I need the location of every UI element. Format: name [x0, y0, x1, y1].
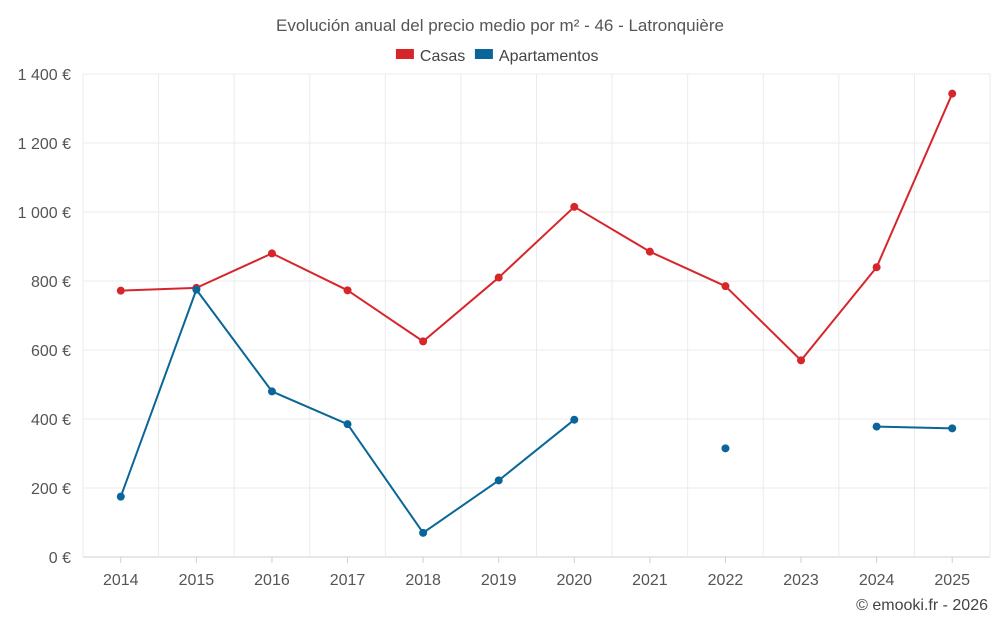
x-tick-label: 2018: [405, 572, 441, 589]
data-point-casas[interactable]: [645, 247, 654, 256]
data-point-casas[interactable]: [721, 282, 730, 291]
x-tick-label: 2021: [632, 572, 668, 589]
data-point-apartamentos[interactable]: [419, 528, 428, 537]
x-tick-label: 2016: [254, 572, 290, 589]
x-tick-label: 2017: [330, 572, 366, 589]
series-line-apartamentos: [119, 288, 575, 534]
data-point-apartamentos[interactable]: [343, 420, 352, 429]
y-tick-label: 1 200 €: [18, 136, 71, 153]
data-point-casas[interactable]: [419, 337, 428, 346]
gridlines: [82, 73, 991, 558]
y-tick-label: 400 €: [31, 412, 71, 429]
x-tick-label: 2023: [783, 572, 819, 589]
chart-title: Evolución anual del precio medio por m² …: [276, 16, 724, 35]
y-tick-label: 0 €: [49, 550, 71, 567]
y-tick-label: 1 000 €: [18, 205, 71, 222]
y-tick-label: 1 400 €: [18, 67, 71, 84]
legend-swatch-casas[interactable]: [395, 49, 414, 59]
y-axis-ticks: 0 € 200 € 400 € 600 € 800 € 1 000 € 1 200 € 1 4…: [18, 67, 71, 567]
data-point-apartamentos[interactable]: [570, 415, 579, 424]
x-tick-label: 2022: [708, 572, 744, 589]
data-point-apartamentos[interactable]: [872, 422, 881, 431]
data-point-casas[interactable]: [267, 249, 276, 258]
y-tick-label: 800 €: [31, 274, 71, 291]
y-tick-label: 600 €: [31, 343, 71, 360]
legend-label-casas[interactable]: Casas: [420, 48, 465, 65]
legend-label-apartamentos[interactable]: Apartamentos: [499, 48, 599, 65]
x-tick-label: 2025: [934, 572, 970, 589]
series-line-casas: [120, 93, 954, 362]
data-point-apartamentos[interactable]: [494, 476, 503, 485]
x-tick-label: 2024: [859, 572, 895, 589]
copyright-text: © emooki.fr - 2026: [856, 597, 988, 614]
series-line-apartamentos: [876, 425, 953, 430]
data-point-apartamentos[interactable]: [116, 492, 125, 501]
series: [116, 89, 957, 537]
data-point-apartamentos[interactable]: [192, 285, 201, 294]
data-point-casas[interactable]: [116, 286, 125, 295]
legend: Casas Apartamentos: [395, 48, 599, 65]
data-point-casas[interactable]: [797, 356, 806, 365]
x-tick-label: 2020: [556, 572, 592, 589]
data-point-apartamentos[interactable]: [267, 387, 276, 396]
data-point-casas[interactable]: [872, 263, 881, 272]
x-tick-label: 2014: [103, 572, 139, 589]
x-axis-ticks: 2014 2015 2016 2017 2018 2019 2020 2021 2022 2023…: [103, 557, 970, 589]
x-tick-label: 2019: [481, 572, 517, 589]
data-point-casas[interactable]: [343, 286, 352, 295]
legend-swatch-apartamentos[interactable]: [474, 49, 493, 59]
x-tick-label: 2015: [179, 572, 215, 589]
data-point-apartamentos[interactable]: [948, 424, 957, 433]
data-point-casas[interactable]: [494, 273, 503, 282]
data-point-casas[interactable]: [570, 202, 579, 211]
data-point-apartamentos[interactable]: [721, 444, 730, 453]
y-tick-label: 200 €: [31, 481, 71, 498]
data-point-casas[interactable]: [948, 89, 957, 98]
